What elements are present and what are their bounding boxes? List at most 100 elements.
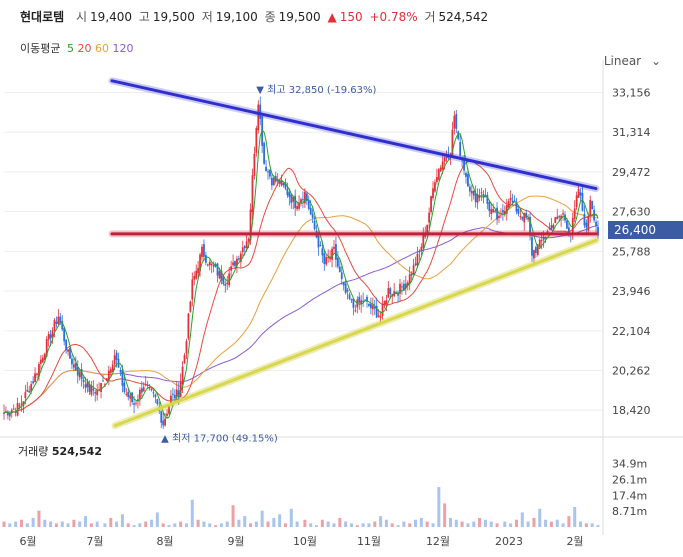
candle-body — [418, 251, 421, 253]
candle-body — [519, 215, 522, 217]
volume-bar — [49, 521, 53, 527]
ma-legend[interactable]: 이동평균 5 20 60 120 — [20, 40, 133, 56]
candle-body — [131, 392, 134, 403]
volume-bar — [84, 516, 88, 527]
scale-selector[interactable]: Linear ⌄ — [604, 54, 661, 68]
candle-body — [459, 141, 462, 156]
candle-body — [166, 413, 168, 416]
candle-body — [517, 208, 520, 214]
candle-body — [303, 191, 306, 204]
candle-body — [581, 193, 584, 211]
candle-body — [249, 209, 252, 241]
candle-body — [445, 156, 448, 158]
candle-body — [305, 193, 308, 201]
volume-bar — [379, 516, 383, 527]
ma-5[interactable]: 5 — [66, 42, 74, 55]
candle-body — [567, 227, 570, 233]
candle-body — [218, 271, 221, 279]
candle-body — [94, 392, 97, 394]
candle-body — [521, 216, 524, 220]
candle-body — [472, 191, 475, 196]
volume-bar — [448, 517, 452, 527]
candle-body — [138, 389, 141, 399]
candle-body — [129, 395, 132, 399]
candle-body — [267, 171, 269, 173]
candle-body — [509, 197, 512, 201]
candle-body — [154, 394, 157, 398]
candle-body — [86, 381, 89, 388]
volume-bar — [396, 525, 400, 527]
candle-body — [144, 384, 147, 386]
volume-bar — [309, 523, 313, 527]
volume-bar — [219, 523, 223, 527]
candle-body — [420, 246, 423, 251]
candle-body — [331, 248, 333, 260]
candle-body — [350, 298, 353, 301]
candle-body — [282, 183, 285, 186]
candle-body — [90, 385, 93, 395]
ma-20[interactable]: 20 — [77, 42, 92, 55]
volume-bar — [538, 508, 542, 527]
candle-body — [575, 195, 578, 208]
close-value: 19,500 — [278, 10, 321, 24]
candle-body — [199, 254, 201, 272]
candle-body — [212, 264, 215, 267]
candle-body — [71, 358, 73, 365]
ma-legend-label: 이동평균 — [20, 42, 61, 55]
candle-body — [43, 353, 46, 361]
volume-bar — [584, 523, 588, 527]
candle-body — [88, 384, 91, 392]
candle-body — [105, 378, 108, 382]
volume-bar — [454, 519, 458, 527]
ma-60[interactable]: 60 — [94, 42, 109, 55]
candle-body — [175, 389, 178, 397]
candle-body — [286, 188, 289, 196]
volume-bar — [237, 519, 241, 527]
candle-body — [269, 169, 271, 177]
candle-body — [534, 247, 537, 253]
candle-body — [566, 220, 568, 229]
candle-body — [381, 303, 384, 316]
volume-bar — [332, 523, 336, 527]
candle-body — [121, 369, 124, 386]
volume-bar — [155, 512, 159, 527]
volume-tick-label: 17.4m — [612, 489, 647, 502]
volume-bar — [31, 517, 35, 527]
candle-body — [65, 339, 68, 351]
x-tick-label: 10월 — [293, 535, 317, 548]
volume-bar — [344, 521, 348, 527]
y-tick-label: 29,472 — [612, 166, 651, 179]
candle-body — [195, 270, 198, 279]
candle-body — [591, 201, 594, 210]
candle-body — [183, 355, 186, 364]
candle-body — [368, 303, 370, 306]
volume-bar — [109, 517, 113, 527]
candle-body — [463, 159, 465, 171]
candle-body — [119, 370, 122, 372]
candle-body — [263, 142, 266, 164]
candle-body — [402, 283, 405, 291]
volume-bar — [567, 516, 571, 527]
candle-body — [111, 364, 114, 372]
candle-body — [69, 347, 71, 359]
volume-bar — [326, 521, 330, 527]
candle-body — [185, 341, 188, 354]
candle-body — [536, 244, 539, 255]
candle-body — [26, 389, 29, 392]
support-trendline — [113, 238, 598, 428]
ma5-line — [3, 129, 599, 419]
ma-120[interactable]: 120 — [112, 42, 134, 55]
candle-body — [410, 273, 413, 276]
candle-body — [496, 207, 498, 220]
low-label: 저 — [201, 10, 213, 24]
volume-bar — [289, 508, 293, 527]
candle-body — [552, 224, 555, 229]
candle-body — [24, 392, 27, 399]
candle-body — [288, 192, 291, 198]
candle-body — [548, 228, 551, 230]
candle-body — [395, 292, 398, 295]
candle-body — [544, 236, 547, 239]
volume-bar — [495, 523, 499, 527]
volume-bar — [443, 503, 447, 527]
